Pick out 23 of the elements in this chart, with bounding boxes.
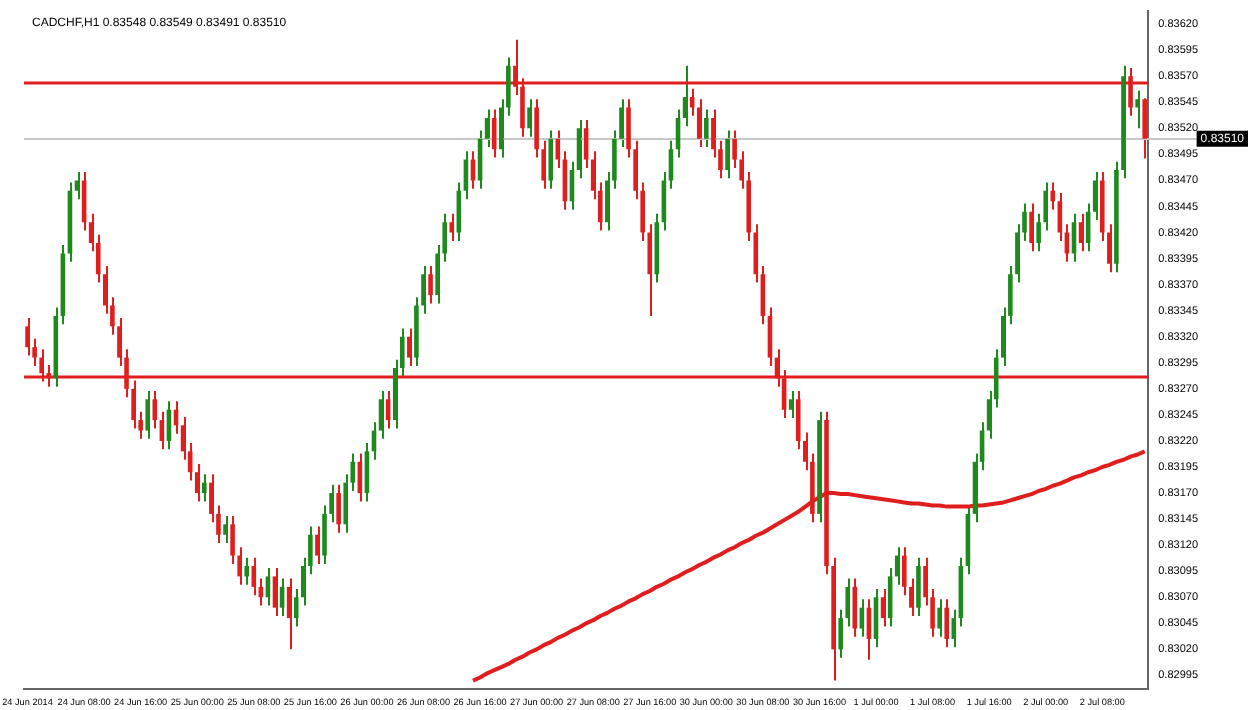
- candlestick: [315, 525, 320, 565]
- candlestick: [725, 129, 730, 180]
- candlestick: [1050, 181, 1056, 211]
- candlestick: [336, 483, 341, 534]
- candlestick: [449, 212, 455, 242]
- candlestick: [548, 129, 554, 190]
- candlestick: [145, 389, 151, 440]
- candlestick: [251, 556, 257, 597]
- candlestick: [916, 556, 921, 618]
- candlestick: [25, 317, 30, 357]
- candlestick: [1135, 89, 1140, 130]
- candlestick: [788, 389, 794, 420]
- candlestick: [944, 598, 950, 649]
- candlestick: [202, 473, 207, 503]
- candlestick: [937, 598, 942, 638]
- candlestick: [1029, 202, 1034, 253]
- candlestick: [1142, 97, 1147, 160]
- candlestick: [428, 264, 433, 305]
- candlestick: [244, 556, 250, 586]
- candlestick: [704, 108, 709, 149]
- candlestick: [407, 327, 412, 367]
- candlestick: [223, 514, 228, 545]
- candlestick: [527, 98, 532, 138]
